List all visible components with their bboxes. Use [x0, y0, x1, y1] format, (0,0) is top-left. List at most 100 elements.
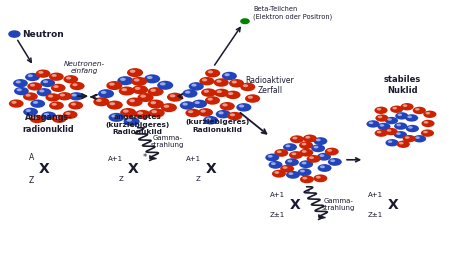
Circle shape	[302, 150, 307, 153]
Circle shape	[289, 151, 303, 159]
Circle shape	[298, 168, 311, 176]
Circle shape	[387, 118, 392, 121]
Circle shape	[271, 162, 276, 165]
Circle shape	[201, 110, 206, 112]
Circle shape	[385, 128, 398, 135]
Circle shape	[101, 91, 106, 94]
Circle shape	[120, 78, 126, 81]
Circle shape	[222, 103, 228, 107]
Circle shape	[222, 72, 237, 80]
Circle shape	[214, 78, 229, 87]
Circle shape	[292, 137, 297, 139]
Circle shape	[287, 160, 292, 163]
Circle shape	[388, 140, 393, 143]
Circle shape	[205, 69, 220, 77]
Circle shape	[170, 94, 175, 97]
Text: X: X	[388, 198, 399, 212]
Circle shape	[328, 158, 342, 166]
Circle shape	[144, 74, 160, 83]
Circle shape	[309, 156, 314, 159]
Circle shape	[405, 136, 409, 139]
Circle shape	[407, 116, 412, 118]
Circle shape	[289, 172, 293, 175]
Circle shape	[30, 100, 45, 108]
Circle shape	[33, 101, 38, 104]
Circle shape	[413, 107, 426, 114]
Circle shape	[188, 110, 193, 113]
Text: Gamma-
strahlung: Gamma- strahlung	[151, 135, 184, 148]
Circle shape	[327, 149, 332, 152]
Circle shape	[25, 73, 40, 81]
Circle shape	[68, 101, 83, 110]
Text: A+1: A+1	[108, 156, 123, 162]
Text: Radioaktiver
Zerfall: Radioaktiver Zerfall	[246, 76, 294, 95]
Text: Z: Z	[118, 176, 123, 182]
Circle shape	[283, 166, 288, 169]
Text: X: X	[128, 162, 138, 176]
Circle shape	[375, 107, 387, 114]
Circle shape	[378, 116, 382, 118]
Circle shape	[127, 68, 143, 77]
Circle shape	[425, 112, 430, 115]
Circle shape	[274, 149, 289, 157]
Circle shape	[286, 171, 300, 179]
Circle shape	[390, 106, 403, 113]
Circle shape	[377, 108, 382, 110]
Circle shape	[26, 109, 31, 112]
Text: Z: Z	[196, 176, 201, 182]
Circle shape	[65, 112, 71, 115]
Circle shape	[316, 176, 321, 179]
Circle shape	[137, 111, 143, 115]
Circle shape	[240, 83, 255, 91]
Circle shape	[109, 102, 115, 105]
Circle shape	[27, 82, 42, 91]
Circle shape	[45, 93, 60, 102]
Circle shape	[214, 88, 229, 97]
Circle shape	[320, 154, 324, 157]
Circle shape	[375, 130, 388, 137]
Circle shape	[302, 177, 307, 180]
Circle shape	[27, 74, 33, 77]
Circle shape	[51, 84, 65, 92]
Circle shape	[9, 99, 24, 108]
Circle shape	[13, 79, 28, 87]
Circle shape	[397, 124, 401, 126]
Circle shape	[406, 125, 419, 132]
Circle shape	[161, 103, 177, 112]
Circle shape	[405, 114, 418, 122]
Circle shape	[314, 146, 318, 149]
Circle shape	[369, 122, 373, 124]
Circle shape	[14, 87, 29, 95]
Circle shape	[313, 174, 327, 182]
Text: Z±1: Z±1	[270, 212, 285, 218]
Circle shape	[243, 84, 248, 87]
Text: Neutronen-
einfang: Neutronen- einfang	[64, 61, 105, 74]
Circle shape	[325, 148, 339, 156]
Circle shape	[152, 110, 157, 113]
Text: *: *	[305, 189, 310, 198]
Circle shape	[203, 116, 218, 124]
Text: Beta-Teilchen
(Elektron oder Positron): Beta-Teilchen (Elektron oder Positron)	[253, 6, 333, 20]
Circle shape	[300, 170, 305, 172]
Circle shape	[33, 116, 38, 119]
Circle shape	[366, 120, 380, 128]
Circle shape	[216, 80, 222, 83]
Circle shape	[54, 85, 59, 88]
Circle shape	[291, 152, 296, 155]
Circle shape	[57, 92, 72, 100]
Circle shape	[189, 82, 204, 91]
Text: Z±1: Z±1	[368, 212, 383, 218]
Circle shape	[126, 118, 132, 122]
Circle shape	[218, 111, 224, 114]
Circle shape	[225, 91, 240, 99]
Circle shape	[164, 105, 169, 108]
Circle shape	[106, 81, 122, 90]
Circle shape	[150, 89, 156, 92]
Circle shape	[377, 131, 382, 133]
Circle shape	[403, 104, 407, 107]
Circle shape	[93, 97, 109, 106]
Text: stabiles
Nuklid: stabiles Nuklid	[384, 75, 421, 95]
Circle shape	[317, 153, 331, 161]
Circle shape	[111, 115, 117, 118]
Circle shape	[394, 122, 407, 130]
